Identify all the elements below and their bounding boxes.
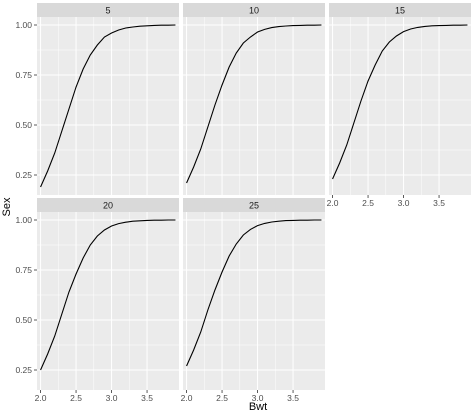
x-tick-label: 3.0 — [106, 393, 118, 403]
y-tick-label: 0.50 — [15, 120, 32, 130]
facet-strip-label: 20 — [103, 201, 113, 211]
facet-strip — [37, 198, 179, 212]
facet-panel-25: 25 2.0 2.5 3.0 3.5 — [181, 198, 325, 403]
y-axis-title: Sex — [1, 197, 13, 216]
panel-background — [329, 17, 471, 195]
x-tick-label: 3.5 — [433, 198, 445, 208]
y-tick-label: 0.75 — [15, 70, 32, 80]
facet-strip-label: 15 — [395, 6, 405, 16]
x-tick-label: 3.5 — [287, 393, 299, 403]
series-line-20 — [40, 219, 176, 371]
panel-background — [37, 212, 179, 390]
y-tick-label: 0.25 — [15, 365, 32, 375]
x-tick-label: 2.0 — [35, 393, 47, 403]
facet-strip — [329, 3, 471, 17]
y-axis-layer: 0.25 0.50 0.75 1.00 0.25 0.50 0.75 1.00 — [15, 20, 37, 375]
x-tick-label: 3.0 — [252, 393, 264, 403]
series-line-5 — [40, 24, 176, 188]
panel-background — [183, 212, 325, 390]
x-tick-label: 2.0 — [327, 198, 339, 208]
facet-strip — [183, 198, 325, 212]
series-line-15 — [332, 24, 468, 180]
y-tick-label: 1.00 — [15, 215, 32, 225]
x-tick-label: 2.5 — [70, 393, 82, 403]
panel-background — [183, 17, 325, 195]
facet-strip-label: 5 — [105, 6, 110, 16]
facet-panel-10: 10 — [183, 3, 325, 195]
x-axis-title: Bwt — [249, 401, 267, 413]
x-tick-label: 3.5 — [141, 393, 153, 403]
facet-panel-5: 5 — [37, 3, 179, 195]
y-tick-label: 0.25 — [15, 170, 32, 180]
x-tick-label: 2.0 — [181, 393, 193, 403]
x-tick-label: 2.5 — [216, 393, 228, 403]
facet-strip-label: 10 — [249, 6, 259, 16]
x-tick-label: 2.5 — [362, 198, 374, 208]
y-tick-label: 0.50 — [15, 315, 32, 325]
series-line-10 — [186, 24, 322, 184]
facet-panel-15: 15 2.0 2.5 3.0 3.5 — [327, 3, 471, 208]
facet-strip — [37, 3, 179, 17]
facet-strip — [183, 3, 325, 17]
panel-background — [37, 17, 179, 195]
panels-layer: 5 10 15 2.0 2.5 3.0 3.5 20 2.0 2.5 3.0 3.5 25 2.0 2.5 3… — [35, 3, 471, 403]
series-line-25 — [186, 219, 322, 367]
y-tick-label: 0.75 — [15, 265, 32, 275]
facet-panel-20: 20 2.0 2.5 3.0 3.5 — [35, 198, 179, 403]
facet-strip-label: 25 — [249, 201, 259, 211]
y-tick-label: 1.00 — [15, 20, 32, 30]
x-tick-label: 3.0 — [398, 198, 410, 208]
